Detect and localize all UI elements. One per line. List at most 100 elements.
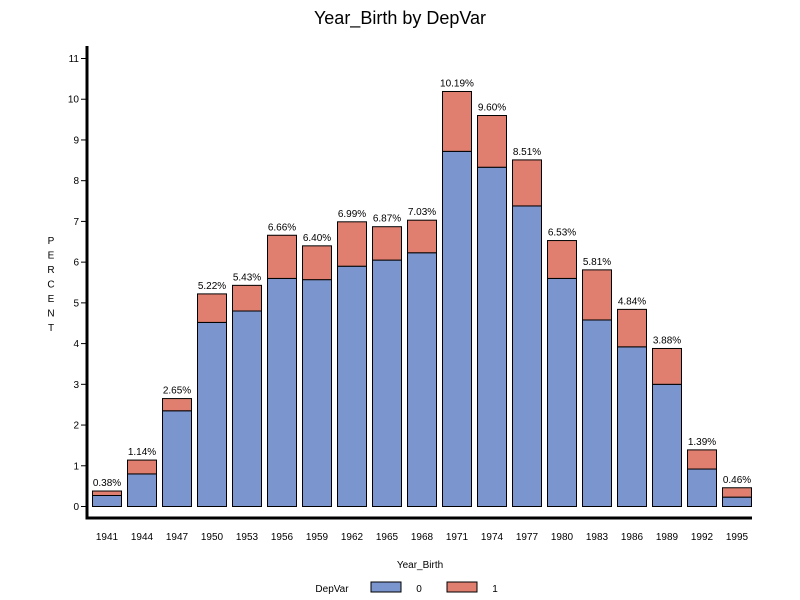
x-tick-label: 1974 bbox=[481, 532, 504, 543]
x-tick-label: 1971 bbox=[446, 532, 469, 543]
x-tick-label: 1962 bbox=[341, 532, 364, 543]
bar-segment-1-1986 bbox=[617, 308, 647, 348]
bar-segment-0-1950 bbox=[197, 321, 227, 507]
y-tick-label: 7 bbox=[73, 217, 79, 228]
bar-segment-0-1971 bbox=[442, 150, 472, 507]
y-tick-label: 4 bbox=[73, 339, 79, 350]
bar-total-label: 10.19% bbox=[440, 78, 474, 89]
bar-total-label: 5.81% bbox=[583, 257, 611, 268]
bar-segment-1-1950 bbox=[197, 293, 227, 323]
legend: DepVar 0 1 bbox=[315, 581, 498, 595]
y-tick-label: 10 bbox=[68, 95, 80, 106]
bar-segment-0-1977 bbox=[512, 205, 542, 507]
bar-total-label: 1.14% bbox=[128, 447, 156, 458]
bar-total-label: 7.03% bbox=[408, 207, 436, 218]
y-tick-label: 2 bbox=[73, 421, 79, 432]
bar-total-label: 8.51% bbox=[513, 147, 541, 158]
x-tick-label: 1950 bbox=[201, 532, 224, 543]
bar-segment-1-1968 bbox=[407, 219, 437, 254]
bar-segment-0-1944 bbox=[127, 473, 157, 507]
bar-segment-0-1980 bbox=[547, 277, 577, 507]
legend-label-1: 1 bbox=[492, 584, 498, 595]
x-tick-label: 1989 bbox=[656, 532, 679, 543]
x-tick-label: 1980 bbox=[551, 532, 574, 543]
bar-segment-0-1956 bbox=[267, 277, 297, 507]
x-tick-label: 1941 bbox=[96, 532, 119, 543]
bar-segment-0-1959 bbox=[302, 279, 332, 507]
bar-segment-0-1989 bbox=[652, 383, 682, 507]
bar-segment-0-1968 bbox=[407, 252, 437, 507]
bar-total-label: 0.38% bbox=[93, 478, 121, 489]
x-tick-label: 1992 bbox=[691, 532, 714, 543]
chart-title: Year_Birth by DepVar bbox=[314, 8, 486, 29]
bar-segment-1-1953 bbox=[232, 284, 262, 312]
bar-segment-0-1941 bbox=[92, 495, 122, 507]
plot-area: 0 1 2 3 4 5 6 7 8 9 10 11 0.38% 1941 1.14% 1944 2.65% 194… bbox=[68, 46, 752, 543]
bar-segment-1-1983 bbox=[582, 269, 612, 321]
bar-total-label: 4.84% bbox=[618, 296, 646, 307]
bar-segment-1-1965 bbox=[372, 226, 402, 261]
x-tick-label: 1983 bbox=[586, 532, 609, 543]
bar-segment-1-1980 bbox=[547, 240, 577, 279]
y-tick-label: 5 bbox=[73, 298, 79, 309]
bar-segment-1-1995 bbox=[722, 487, 752, 498]
bar-segment-1-1947 bbox=[162, 398, 192, 412]
bar-total-label: 5.43% bbox=[233, 272, 261, 283]
bar-segment-1-1989 bbox=[652, 347, 682, 385]
legend-swatch-0 bbox=[370, 581, 402, 593]
y-axis-label-letter: P bbox=[48, 236, 55, 247]
bar-segment-0-1962 bbox=[337, 265, 367, 507]
bar-segment-1-1974 bbox=[477, 115, 507, 168]
bar-segment-1-1959 bbox=[302, 245, 332, 281]
bar-total-label: 6.99% bbox=[338, 209, 366, 220]
y-axis-label-letter: N bbox=[47, 309, 54, 320]
x-tick-label: 1995 bbox=[726, 532, 749, 543]
y-axis-label-letter: C bbox=[47, 280, 54, 291]
bar-total-label: 1.39% bbox=[688, 437, 716, 448]
x-tick-label: 1953 bbox=[236, 532, 259, 543]
y-axis-label-letter: T bbox=[48, 323, 54, 334]
x-tick-label: 1965 bbox=[376, 532, 399, 543]
bar-segment-1-1941 bbox=[92, 490, 122, 497]
bar-total-label: 5.22% bbox=[198, 281, 226, 292]
x-tick-label: 1977 bbox=[516, 532, 539, 543]
bar-segment-0-1983 bbox=[582, 319, 612, 507]
y-axis-label-letter: E bbox=[48, 294, 55, 305]
x-tick-label: 1959 bbox=[306, 532, 329, 543]
bar-segment-1-1956 bbox=[267, 234, 297, 279]
bar-segment-0-1992 bbox=[687, 468, 717, 508]
bar-segment-0-1974 bbox=[477, 166, 507, 507]
legend-label-0: 0 bbox=[416, 584, 422, 595]
bar-segment-1-1971 bbox=[442, 90, 472, 152]
legend-title: DepVar bbox=[315, 584, 349, 595]
bar-segment-1-1992 bbox=[687, 449, 717, 470]
y-tick-label: 9 bbox=[73, 135, 79, 146]
bar-segment-1-1944 bbox=[127, 459, 157, 475]
y-tick-label: 8 bbox=[73, 176, 79, 187]
bar-segment-1-1962 bbox=[337, 221, 367, 267]
bar-total-label: 6.87% bbox=[373, 214, 401, 225]
bar-segment-0-1947 bbox=[162, 410, 192, 508]
bar-total-label: 6.53% bbox=[548, 228, 576, 239]
y-tick-label: 0 bbox=[73, 502, 79, 513]
bar-segment-0-1953 bbox=[232, 310, 262, 507]
x-axis-label: Year_Birth bbox=[397, 560, 443, 571]
x-tick-label: 1986 bbox=[621, 532, 644, 543]
y-tick-label: 3 bbox=[73, 380, 79, 391]
bar-segment-0-1965 bbox=[372, 259, 402, 507]
y-tick-label: 11 bbox=[69, 54, 80, 65]
bar-segment-0-1986 bbox=[617, 346, 647, 507]
legend-swatch-1 bbox=[446, 581, 478, 593]
y-axis-label-letter: R bbox=[47, 265, 54, 276]
bar-total-label: 9.60% bbox=[478, 103, 506, 114]
bar-total-label: 3.88% bbox=[653, 335, 681, 346]
bar-segment-1-1977 bbox=[512, 159, 542, 207]
y-axis-label-letter: E bbox=[48, 251, 55, 262]
bar-total-label: 6.40% bbox=[303, 233, 331, 244]
y-tick-label: 1 bbox=[73, 461, 79, 472]
bar-total-label: 2.65% bbox=[163, 386, 191, 397]
x-tick-label: 1968 bbox=[411, 532, 434, 543]
x-tick-label: 1956 bbox=[271, 532, 294, 543]
